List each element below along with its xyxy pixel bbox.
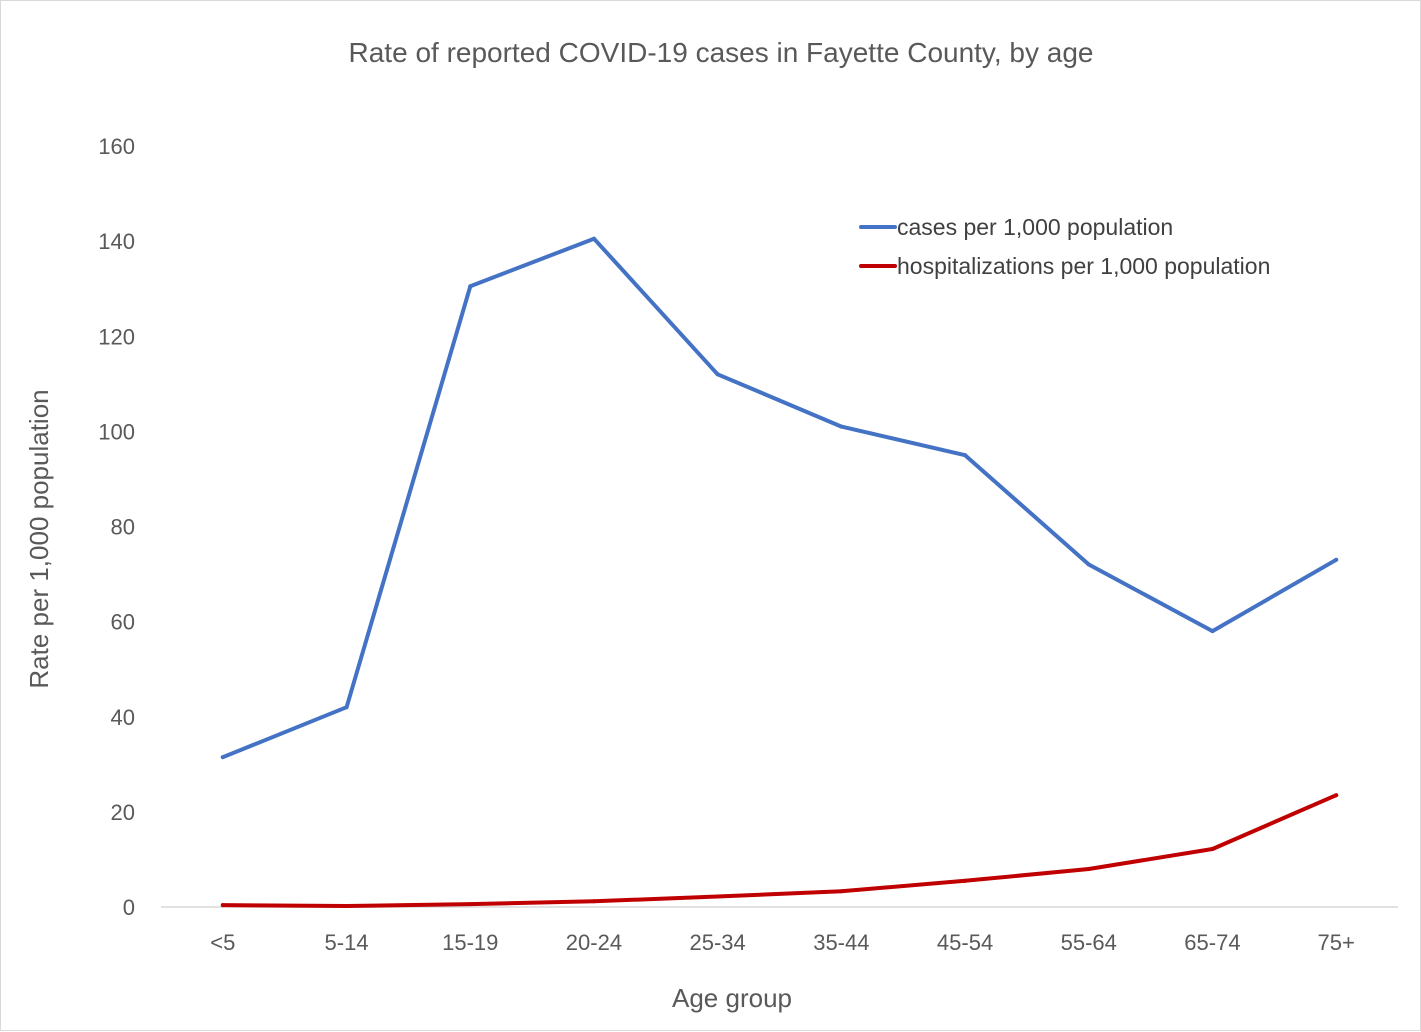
data-point [715,894,720,899]
data-point [220,755,225,760]
x-tick-label: 25-34 [690,930,746,955]
legend-label: hospitalizations per 1,000 population [897,253,1270,279]
y-tick-label: 60 [111,610,135,635]
series-hospitalizations [220,793,1339,909]
data-point [591,899,596,904]
x-tick-label: 35-44 [813,930,869,955]
x-tick-label: 65-74 [1184,930,1240,955]
x-tick-label: <5 [210,930,235,955]
data-point [591,236,596,241]
y-tick-label: 140 [98,229,135,254]
data-point [715,372,720,377]
legend-item: cases per 1,000 population [859,214,1173,240]
data-point [1086,866,1091,871]
x-tick-label: 5-14 [325,930,369,955]
x-axis-ticks: <5 5-14 15-19 20-24 25-34 35-44 45-54 55-64 65-7… [210,930,1355,955]
y-axis-ticks: 0 20 40 60 80 100 120 140 160 [98,134,135,920]
y-tick-label: 40 [111,705,135,730]
series-line [220,793,1339,908]
data-point [220,903,225,908]
data-point [963,453,968,458]
data-point [839,424,844,429]
series-line [220,236,1339,760]
legend-item: hospitalizations per 1,000 population [859,253,1270,279]
y-axis-label: Rate per 1,000 population [24,389,54,688]
series-cases [220,236,1339,760]
x-tick-label: 45-54 [937,930,993,955]
data-point [468,902,473,907]
data-point [1334,793,1339,798]
data-point [839,889,844,894]
data-point [468,284,473,289]
y-tick-label: 0 [123,895,135,920]
y-tick-label: 20 [111,800,135,825]
data-point [344,705,349,710]
x-tick-label: 55-64 [1061,930,1117,955]
data-point [344,904,349,909]
x-tick-label: 15-19 [442,930,498,955]
data-point [963,878,968,883]
x-axis-label: Age group [672,983,792,1013]
y-tick-label: 80 [111,515,135,540]
data-point [1334,557,1339,562]
series-lines [220,236,1339,909]
y-tick-label: 160 [98,134,135,159]
y-tick-label: 100 [98,419,135,444]
x-tick-label: 20-24 [566,930,622,955]
x-tick-label: 75+ [1317,930,1354,955]
data-point [1086,562,1091,567]
data-point [1210,846,1215,851]
y-tick-label: 120 [98,324,135,349]
chart-title: Rate of reported COVID-19 cases in Fayet… [349,37,1094,68]
data-point [1210,629,1215,634]
legend: cases per 1,000 population hospitalizatio… [859,214,1270,279]
legend-label: cases per 1,000 population [897,214,1173,240]
